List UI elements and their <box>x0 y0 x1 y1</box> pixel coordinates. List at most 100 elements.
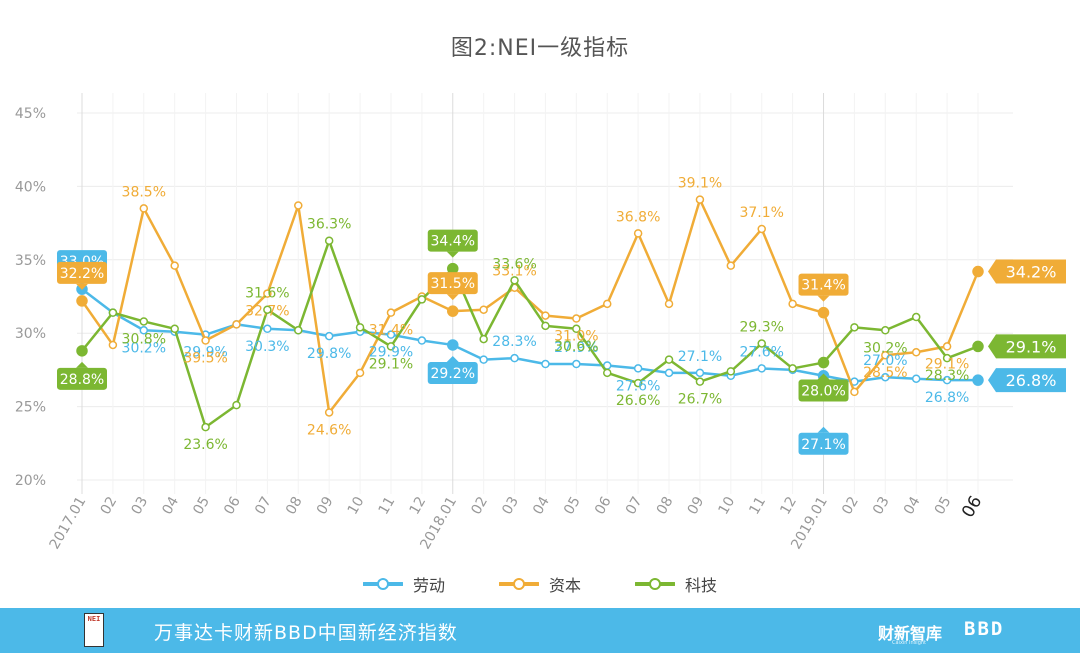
legend-swatch <box>498 578 539 590</box>
legend-item: 科技 <box>635 572 717 596</box>
x-tick-label: 02 <box>98 494 121 517</box>
data-point <box>664 299 674 309</box>
end-flag-shape <box>988 259 1066 284</box>
x-tick-label: 06 <box>958 493 986 522</box>
callout-label: 32.2% <box>57 261 107 290</box>
x-tick-label: 2017.01 <box>47 494 90 552</box>
data-point <box>757 364 766 373</box>
end-value-flag: 34.2% <box>988 259 1066 284</box>
data-label: 32.7% <box>245 304 289 320</box>
legend-item: 资本 <box>498 572 581 596</box>
data-label: 31.6% <box>245 286 289 302</box>
data-point <box>633 364 643 373</box>
callout-pointer <box>817 373 830 380</box>
legend-label: 劳动 <box>412 576 445 595</box>
data-label: 29.9% <box>183 345 227 361</box>
data-label: 28.5% <box>863 365 907 381</box>
data-point <box>170 324 179 334</box>
callout-box <box>798 379 849 402</box>
x-tick-label: 12 <box>777 494 800 517</box>
end-value-flag: 26.8% <box>988 368 1066 393</box>
data-point <box>602 299 612 309</box>
data-point <box>479 334 488 344</box>
data-label: 26.8% <box>925 390 969 406</box>
data-label: 29.3% <box>739 319 783 335</box>
data-point <box>788 364 797 373</box>
callout-pointer <box>446 251 459 258</box>
data-point <box>417 295 427 304</box>
data-label: 31.4% <box>369 323 413 339</box>
end-flag-text: 29.1% <box>1006 337 1057 356</box>
end-flag-shape <box>988 368 1066 393</box>
data-point <box>972 374 984 386</box>
data-label: 28.3% <box>492 334 536 350</box>
data-label: 31.0% <box>554 329 598 345</box>
data-label: 29.1% <box>369 356 413 372</box>
x-tick-label: 05 <box>932 494 955 517</box>
x-tick-label: 06 <box>592 494 615 518</box>
data-label: 33.1% <box>492 264 536 280</box>
legend-swatch <box>635 578 675 590</box>
data-point <box>139 317 149 326</box>
data-point <box>76 295 88 307</box>
data-label: 29.8% <box>307 346 351 362</box>
callout-box <box>427 272 478 295</box>
data-point <box>817 306 830 319</box>
x-tick-label: 10 <box>716 494 739 517</box>
data-point <box>695 368 705 378</box>
data-point <box>510 353 519 363</box>
data-label: 26.6% <box>616 393 660 409</box>
data-point <box>664 368 674 378</box>
data-point <box>788 299 797 309</box>
caixin-insight-logo: 财新智库 <box>878 624 943 643</box>
data-point <box>510 276 519 285</box>
callout-label: 31.5% <box>427 272 478 301</box>
data-point <box>386 308 396 317</box>
data-point <box>972 265 984 278</box>
data-point <box>294 201 303 210</box>
data-point <box>386 342 396 351</box>
x-tick-label: 10 <box>345 494 368 517</box>
y-tick-label: 35% <box>15 253 46 269</box>
data-label: 23.6% <box>183 437 227 453</box>
x-tick-label: 03 <box>499 494 522 517</box>
callout-pointer <box>446 355 459 362</box>
data-point <box>726 261 736 270</box>
callout-pointer <box>446 294 459 301</box>
data-label: 27.9% <box>554 340 598 356</box>
data-label: 27.1% <box>678 349 722 365</box>
data-point <box>572 314 581 323</box>
data-label: 28.3% <box>925 368 969 384</box>
data-point <box>479 305 488 314</box>
legend-item: 劳动 <box>362 572 445 596</box>
data-point <box>572 324 581 334</box>
x-tick-label: 05 <box>190 494 213 517</box>
callout-box <box>798 432 849 455</box>
data-point <box>386 330 396 339</box>
x-tick-label: 11 <box>746 494 769 517</box>
nei-logo-icon: NEI <box>84 613 104 647</box>
data-label: 39.1% <box>678 176 722 192</box>
x-tick-label: 12 <box>407 494 430 517</box>
callout-text: 29.2% <box>431 366 475 382</box>
callout-text: 31.4% <box>801 278 845 294</box>
legend: 劳动 资本 科技 <box>0 572 1080 596</box>
x-tick-label: 09 <box>314 494 337 517</box>
data-point <box>911 348 921 357</box>
data-point <box>355 368 365 378</box>
data-label: 36.8% <box>616 209 660 225</box>
data-point <box>817 356 830 369</box>
data-point <box>850 387 859 397</box>
label-layer: 33.0%30.2%29.9%30.3%29.8%29.9%29.2%28.3%… <box>57 176 1066 455</box>
callout-label: 34.4% <box>427 229 478 258</box>
legend-swatch <box>362 578 403 590</box>
data-label: 29.1% <box>925 356 969 372</box>
data-point <box>447 305 459 317</box>
data-point <box>76 345 88 357</box>
data-point <box>263 324 272 334</box>
caixin-insight-subtitle: Caixin Insight <box>892 640 926 646</box>
x-tick-label: 08 <box>654 494 677 517</box>
data-label: 27.6% <box>739 344 783 360</box>
data-label: 37.1% <box>739 205 783 221</box>
data-point <box>664 355 674 364</box>
